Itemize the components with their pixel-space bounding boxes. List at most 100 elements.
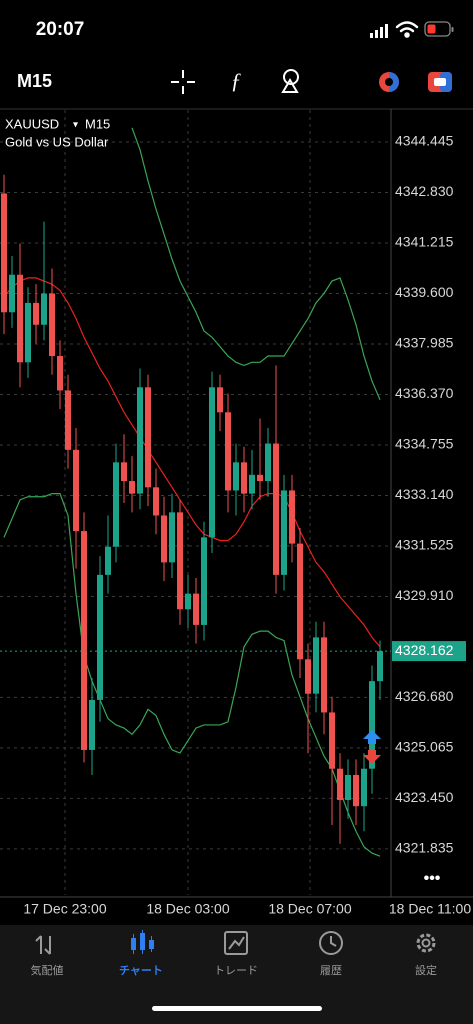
- candle-body: [281, 490, 287, 575]
- candle-body: [329, 712, 335, 769]
- candle-body: [201, 537, 207, 625]
- wifi-icon: [395, 21, 419, 38]
- settings-icon[interactable]: [416, 933, 436, 953]
- x-tick-label: 17 Dec 23:00: [23, 901, 106, 917]
- candle-body: [321, 637, 327, 713]
- indicator-line: [3, 277, 381, 648]
- y-tick-label: 4323.450: [395, 789, 454, 805]
- clock: 20:07: [36, 19, 85, 40]
- home-indicator: [152, 1006, 322, 1011]
- candle-body: [9, 274, 15, 313]
- y-tick-label: 4321.835: [395, 840, 454, 856]
- trade-mode-button[interactable]: [379, 72, 399, 92]
- timeframe-button[interactable]: M15: [17, 71, 52, 91]
- tab-label[interactable]: 設定: [415, 963, 437, 977]
- plot: [0, 127, 391, 857]
- y-tick-label: 4339.600: [395, 284, 454, 300]
- candle-body: [337, 768, 343, 800]
- order-button[interactable]: [428, 72, 452, 92]
- candle-body: [41, 293, 47, 325]
- axes: 4344.445 4342.830 4341.215 4339.600 4337.985…: [23, 133, 471, 917]
- candle-body: [17, 274, 23, 363]
- y-tick-label: 4342.830: [395, 183, 454, 199]
- battery-icon: [424, 21, 454, 37]
- y-tick-label: 4326.680: [395, 688, 454, 704]
- candle-body: [313, 637, 319, 694]
- candle-body: [225, 412, 231, 491]
- candle-body: [49, 293, 55, 357]
- candle-body: [121, 462, 127, 482]
- candle-body: [25, 302, 31, 363]
- tab-label[interactable]: トレード: [214, 965, 258, 977]
- candle-body: [73, 449, 79, 532]
- candle-body: [97, 574, 103, 700]
- candle-body: [89, 699, 95, 750]
- y-tick-label: 4325.065: [395, 739, 454, 755]
- candle-body: [113, 462, 119, 547]
- candle-body: [145, 387, 151, 488]
- candle-body: [65, 390, 71, 450]
- candle-body: [57, 356, 63, 391]
- y-tick-label: 4336.370: [395, 385, 454, 401]
- candle-body: [265, 443, 271, 482]
- candle-body: [33, 302, 39, 325]
- candle-body: [233, 462, 239, 491]
- indicator-line: [3, 492, 381, 857]
- candle-body: [137, 387, 143, 494]
- tab-labels: 気配値 チャート トレード 履歴 設定: [31, 963, 438, 977]
- y-tick-label: 4334.755: [395, 436, 454, 452]
- candle-body: [345, 774, 351, 800]
- indicator-line: [131, 127, 381, 401]
- current-price-label: 4328.162: [395, 642, 454, 658]
- y-tick-label: 4329.910: [395, 587, 454, 603]
- candle-body: [209, 387, 215, 538]
- chart-timeframe: M15: [85, 116, 110, 131]
- candle-body: [289, 490, 295, 544]
- x-tick-label: 18 Dec 03:00: [146, 901, 229, 917]
- y-tick-label: 4341.215: [395, 234, 454, 250]
- indicators-button[interactable]: ƒ: [231, 68, 242, 93]
- candle-body: [353, 774, 359, 807]
- candle-body: [153, 487, 159, 516]
- candle-body: [1, 193, 7, 313]
- candle-body: [185, 593, 191, 610]
- symbol-label: XAUUSD: [5, 116, 59, 131]
- candle-body: [369, 681, 375, 769]
- x-tick-label: 18 Dec 11:00: [389, 901, 471, 917]
- candle-body: [241, 462, 247, 494]
- more-button[interactable]: •••: [424, 870, 441, 887]
- current-price-box: [392, 641, 466, 662]
- signal-icon: [370, 24, 388, 38]
- tab-label[interactable]: 気配値: [31, 963, 64, 977]
- candle-body: [361, 768, 367, 807]
- tab-label[interactable]: チャート: [119, 964, 163, 977]
- candle-body: [377, 651, 383, 682]
- objects-button[interactable]: [281, 69, 299, 93]
- candle-body: [193, 593, 199, 625]
- candle-body: [177, 512, 183, 610]
- symbol-description: Gold vs US Dollar: [5, 134, 109, 149]
- candle-body: [105, 546, 111, 575]
- symbol-dropdown[interactable]: ▾: [73, 120, 78, 131]
- tab-label[interactable]: 履歴: [320, 964, 342, 977]
- y-tick-label: 4337.985: [395, 335, 454, 351]
- y-tick-label: 4344.445: [395, 133, 454, 149]
- candle-body: [129, 481, 135, 494]
- crosshair-button[interactable]: [171, 70, 195, 94]
- x-tick-label: 18 Dec 07:00: [268, 901, 351, 917]
- candle-body: [169, 512, 175, 563]
- candle-body: [217, 387, 223, 413]
- history-icon[interactable]: [319, 931, 343, 955]
- candle-body: [305, 659, 311, 694]
- quotes-icon[interactable]: [35, 935, 51, 955]
- candle-body: [249, 474, 255, 494]
- candle-body: [297, 543, 303, 660]
- buy-sell-arrows[interactable]: [363, 730, 381, 764]
- candle-body: [81, 531, 87, 750]
- trade-icon[interactable]: [224, 931, 248, 955]
- y-tick-label: 4333.140: [395, 486, 454, 502]
- candle-body: [161, 515, 167, 563]
- chart-icon[interactable]: [131, 930, 154, 954]
- candle-body: [257, 474, 263, 482]
